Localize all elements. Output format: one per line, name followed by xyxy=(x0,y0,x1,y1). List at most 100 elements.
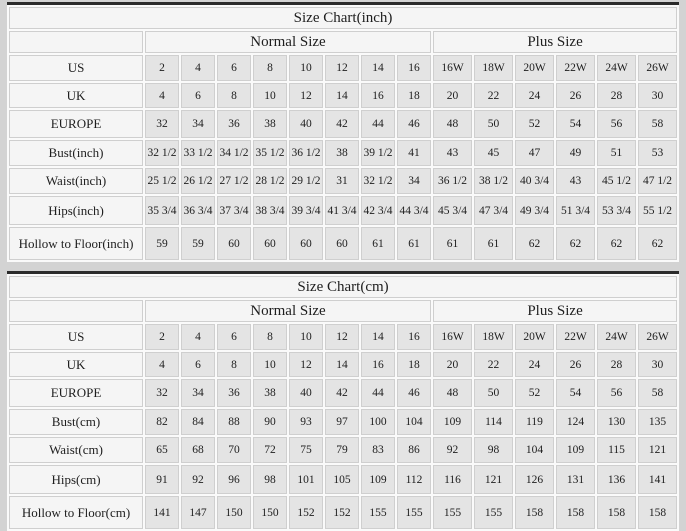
row-label: Bust(inch) xyxy=(9,140,143,166)
size-value-cell: 124 xyxy=(556,409,595,435)
table-row: Bust(inch) 32 1/2 33 1/2 34 1/2 35 1/2 36 1/2… xyxy=(9,140,678,166)
size-value-cell: 62 xyxy=(556,227,595,260)
size-value-cell: 47 1/2 xyxy=(638,168,678,194)
size-value-cell: 48 xyxy=(433,379,472,407)
size-value-cell: 40 xyxy=(289,110,323,138)
size-value-cell: 30 xyxy=(638,83,678,108)
size-value-cell: 75 xyxy=(289,437,323,463)
size-value-cell: 68 xyxy=(181,437,215,463)
size-value-cell: 24W xyxy=(597,55,636,81)
size-value-cell: 155 xyxy=(397,496,431,529)
table-row: UK 4 6 8 10 12 14 16 18 20 22 24 26 28 30 xyxy=(9,83,678,108)
size-value-cell: 38 xyxy=(253,110,287,138)
row-label: Bust(cm) xyxy=(9,409,143,435)
size-value-cell: 52 xyxy=(515,110,554,138)
size-value-cell: 72 xyxy=(253,437,287,463)
table-row: US 2 4 6 8 10 12 14 16 16W 18W 20W 22W 24W 26W xyxy=(9,324,678,350)
size-value-cell: 22W xyxy=(556,55,595,81)
size-value-cell: 58 xyxy=(638,379,678,407)
size-value-cell: 22 xyxy=(474,83,513,108)
table-title: Size Chart(cm) xyxy=(9,276,678,298)
size-value-cell: 152 xyxy=(289,496,323,529)
size-value-cell: 126 xyxy=(515,465,554,494)
size-value-cell: 12 xyxy=(325,55,359,81)
size-value-cell: 30 xyxy=(638,352,678,377)
size-value-cell: 158 xyxy=(515,496,554,529)
size-value-cell: 119 xyxy=(515,409,554,435)
size-value-cell: 50 xyxy=(474,379,513,407)
size-value-cell: 62 xyxy=(597,227,636,260)
table-row: Hips(inch) 35 3/4 36 3/4 37 3/4 38 3/4 39 3/4… xyxy=(9,196,678,225)
size-value-cell: 79 xyxy=(325,437,359,463)
size-value-cell: 51 3/4 xyxy=(556,196,595,225)
size-value-cell: 32 xyxy=(145,110,179,138)
size-value-cell: 45 3/4 xyxy=(433,196,472,225)
size-value-cell: 28 xyxy=(597,83,636,108)
size-value-cell: 38 xyxy=(325,140,359,166)
size-value-cell: 86 xyxy=(397,437,431,463)
size-value-cell: 84 xyxy=(181,409,215,435)
size-value-cell: 115 xyxy=(597,437,636,463)
size-value-cell: 16 xyxy=(361,352,395,377)
size-value-cell: 32 1/2 xyxy=(145,140,179,166)
size-value-cell: 36 1/2 xyxy=(289,140,323,166)
size-value-cell: 34 xyxy=(181,110,215,138)
size-value-cell: 24 xyxy=(515,352,554,377)
size-value-cell: 83 xyxy=(361,437,395,463)
size-value-cell: 60 xyxy=(217,227,251,260)
row-label: Hollow to Floor(inch) xyxy=(9,227,143,260)
size-value-cell: 16W xyxy=(433,55,472,81)
size-value-cell: 18W xyxy=(474,324,513,350)
size-value-cell: 92 xyxy=(433,437,472,463)
size-value-cell: 18W xyxy=(474,55,513,81)
size-value-cell: 2 xyxy=(145,324,179,350)
size-value-cell: 16W xyxy=(433,324,472,350)
size-value-cell: 35 1/2 xyxy=(253,140,287,166)
table-row: US 2 4 6 8 10 12 14 16 16W 18W 20W 22W 24W 26W xyxy=(9,55,678,81)
title-row: Size Chart(inch) xyxy=(9,7,678,29)
size-value-cell: 62 xyxy=(638,227,678,260)
row-label: UK xyxy=(9,83,143,108)
table-row: Waist(inch) 25 1/2 26 1/2 27 1/2 28 1/2 29 1/… xyxy=(9,168,678,194)
size-value-cell: 104 xyxy=(515,437,554,463)
size-value-cell: 150 xyxy=(253,496,287,529)
size-value-cell: 14 xyxy=(325,83,359,108)
size-value-cell: 105 xyxy=(325,465,359,494)
size-value-cell: 4 xyxy=(145,83,179,108)
size-value-cell: 8 xyxy=(253,55,287,81)
size-value-cell: 38 xyxy=(253,379,287,407)
size-value-cell: 20 xyxy=(433,83,472,108)
row-label: Hips(cm) xyxy=(9,465,143,494)
size-value-cell: 92 xyxy=(181,465,215,494)
size-chart-inch-body: Size Chart(inch) Normal Size Plus Size US 2 4… xyxy=(9,7,678,260)
size-value-cell: 43 xyxy=(433,140,472,166)
row-label: EUROPE xyxy=(9,110,143,138)
row-label: EUROPE xyxy=(9,379,143,407)
table-row: UK 4 6 8 10 12 14 16 18 20 22 24 26 28 30 xyxy=(9,352,678,377)
size-value-cell: 60 xyxy=(253,227,287,260)
size-value-cell: 56 xyxy=(597,379,636,407)
size-value-cell: 152 xyxy=(325,496,359,529)
size-value-cell: 34 xyxy=(397,168,431,194)
size-value-cell: 51 xyxy=(597,140,636,166)
size-value-cell: 97 xyxy=(325,409,359,435)
size-value-cell: 36 3/4 xyxy=(181,196,215,225)
size-value-cell: 10 xyxy=(253,352,287,377)
size-value-cell: 48 xyxy=(433,110,472,138)
size-value-cell: 109 xyxy=(361,465,395,494)
size-value-cell: 10 xyxy=(289,55,323,81)
size-value-cell: 155 xyxy=(474,496,513,529)
table-title: Size Chart(inch) xyxy=(9,7,678,29)
size-value-cell: 37 3/4 xyxy=(217,196,251,225)
size-value-cell: 42 3/4 xyxy=(361,196,395,225)
size-value-cell: 26 1/2 xyxy=(181,168,215,194)
size-value-cell: 114 xyxy=(474,409,513,435)
table-row: EUROPE 32 34 36 38 40 42 44 46 48 50 52 54 56 58 xyxy=(9,110,678,138)
size-value-cell: 10 xyxy=(289,324,323,350)
row-label: Hollow to Floor(cm) xyxy=(9,496,143,529)
size-value-cell: 70 xyxy=(217,437,251,463)
size-value-cell: 52 xyxy=(515,379,554,407)
size-value-cell: 93 xyxy=(289,409,323,435)
table-row: EUROPE 32 34 36 38 40 42 44 46 48 50 52 54 56 58 xyxy=(9,379,678,407)
